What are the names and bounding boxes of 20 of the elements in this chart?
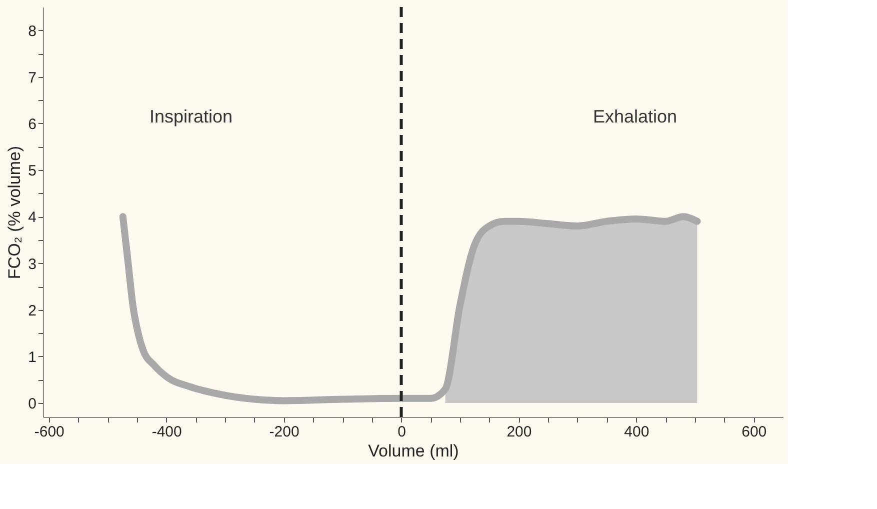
y-tick-label: 2	[28, 302, 36, 320]
y-tick-label: 7	[28, 69, 36, 86]
annotation: Exhalation	[592, 106, 678, 127]
y-tick-label: 8	[28, 22, 36, 40]
x-axis-title: Volume (ml)	[368, 442, 459, 460]
x-tick-label: 0	[398, 424, 406, 440]
x-tick-label: -200	[269, 424, 300, 440]
x-tick-label: -400	[152, 424, 182, 440]
x-tick-label: 600	[742, 424, 767, 440]
y-tick-label: 3	[28, 256, 36, 273]
x-tick-label: -600	[34, 424, 64, 440]
y-tick-label: 1	[28, 348, 36, 366]
x-tick-label: 400	[624, 424, 650, 440]
y-axis-title: FCO₂ (% volume)	[5, 146, 24, 280]
y-tick-label: 0	[28, 396, 36, 413]
y-tick-label: 6	[28, 116, 36, 133]
y-tick-label: 4	[28, 209, 36, 226]
annotation: Inspiration	[149, 106, 233, 127]
x-tick-label: 200	[506, 424, 532, 440]
y-tick-label: 5	[28, 162, 36, 180]
